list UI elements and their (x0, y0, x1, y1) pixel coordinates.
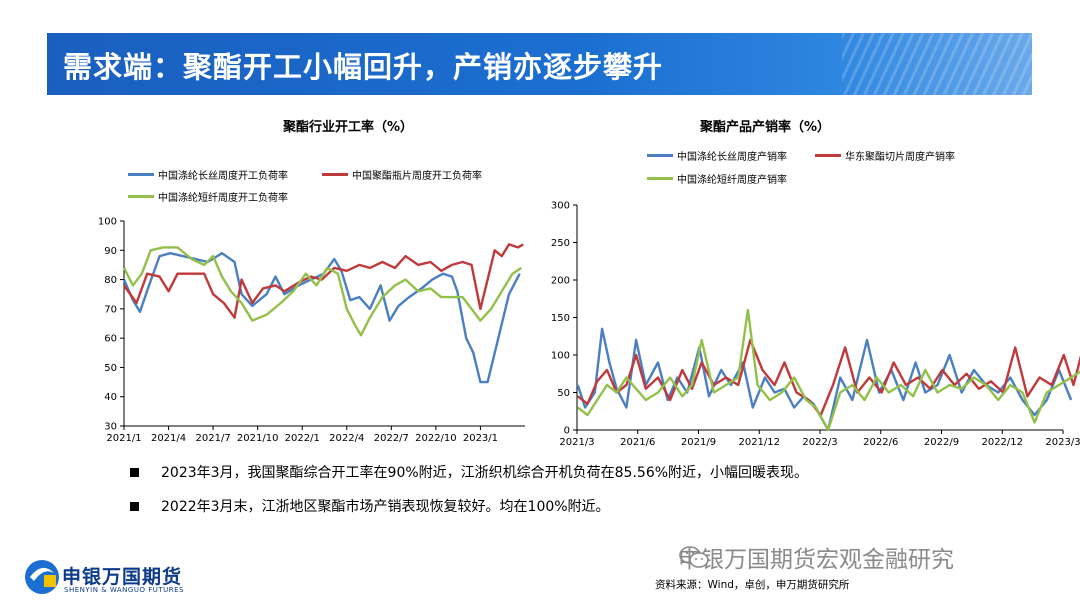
series-line (123, 243, 524, 319)
legend-label: 中国涤纶短纤周度开工负荷率 (158, 193, 288, 204)
y-tick-label: 90 (104, 246, 117, 257)
logo-text-cn: 申银万国期货 (62, 566, 183, 588)
legend-item: 中国涤纶长丝周度开工负荷率 (128, 167, 288, 182)
header-banner: 需求端：聚酯开工小幅回升，产销亦逐步攀升 (47, 33, 1032, 95)
legend-label: 中国涤纶长丝周度产销率 (677, 152, 787, 163)
y-tick-label: 70 (104, 304, 117, 315)
page-title: 需求端：聚酯开工小幅回升，产销亦逐步攀升 (63, 50, 664, 84)
legend-swatch-blue (647, 154, 673, 157)
square-bullet-icon (130, 501, 139, 511)
legend-swatch-red (322, 173, 348, 176)
legend-item: 中国涤纶短纤周度开工负荷率 (128, 189, 288, 204)
banner-stripe-decoration (842, 33, 1032, 95)
legend-swatch-red (815, 154, 841, 157)
wechat-watermark: 申银万国期货宏观金融研究 (678, 540, 954, 574)
y-tick-label: 50 (104, 363, 117, 374)
legend-item: 中国涤纶长丝周度产销率 (647, 148, 787, 163)
legend-label: 中国涤纶长丝周度开工负荷率 (158, 171, 288, 182)
bullet-item: 2022年3月末，江浙地区聚酯市场产销表现恢复较好。均在100%附近。 (130, 496, 610, 516)
logo-text-en: SHENYIN & WANGUO FUTURES (64, 586, 184, 594)
bullet-item: 2023年3月，我国聚酯综合开工率在90%附近，江浙织机综合开机负荷在85.56… (130, 462, 808, 482)
x-tick-label: 2021/4 (151, 433, 186, 444)
legend-label: 中国聚酯瓶片周度开工负荷率 (352, 171, 482, 182)
legend-swatch-green (128, 195, 154, 198)
legend-item: 华东聚酯切片周度产销率 (815, 148, 955, 163)
x-tick-label: 2023/1 (463, 433, 498, 444)
y-tick-label: 100 (98, 217, 117, 228)
series-line (122, 246, 523, 337)
legend-swatch-green (647, 177, 673, 180)
x-tick-label: 2021/7 (196, 433, 231, 444)
x-tick-label: 2022/10 (415, 433, 457, 444)
bullet-text: 2023年3月，我国聚酯综合开工率在90%附近，江浙织机综合开机负荷在85.56… (161, 465, 809, 481)
right-chart-title: 聚酯产品产销率（%） (700, 120, 831, 135)
data-source-note: 资料来源：Wind，卓创，申万期货研究所 (655, 579, 850, 591)
legend-label: 华东聚酯切片周度产销率 (845, 152, 955, 163)
x-tick-label: 2021/10 (237, 433, 279, 444)
x-tick-label: 2022/4 (329, 433, 364, 444)
x-tick-label: 2022/7 (374, 433, 409, 444)
legend-item: 中国涤纶短纤周度产销率 (647, 171, 787, 186)
left-chart-title: 聚酯行业开工率（%） (283, 120, 414, 135)
y-tick-label: 60 (104, 334, 117, 345)
watermark-text: 申银万国期货宏观金融研究 (678, 547, 954, 573)
legend-label: 中国涤纶短纤周度产销率 (677, 175, 787, 186)
legend-item: 中国聚酯瓶片周度开工负荷率 (322, 167, 482, 182)
y-tick-label: 40 (104, 392, 117, 403)
x-tick-label: 2022/1 (285, 433, 320, 444)
square-bullet-icon (130, 467, 139, 477)
legend-swatch-blue (128, 173, 154, 176)
wechat-icon (679, 546, 709, 568)
y-tick-label: 30 (104, 422, 117, 433)
bullet-text: 2022年3月末，江浙地区聚酯市场产销表现恢复较好。均在100%附近。 (161, 499, 610, 515)
x-tick-label: 2021/1 (106, 433, 141, 444)
y-tick-label: 80 (104, 275, 117, 286)
company-logo-icon (25, 560, 59, 594)
